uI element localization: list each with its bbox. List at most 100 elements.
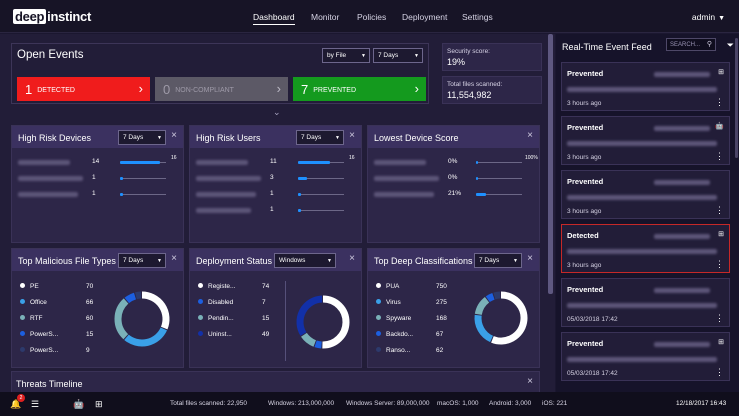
- more-options-icon[interactable]: ⋮: [715, 367, 724, 377]
- close-icon[interactable]: ×: [527, 253, 533, 264]
- bar-fill: [476, 193, 486, 196]
- close-icon[interactable]: ×: [349, 130, 355, 141]
- legend-item[interactable]: RTF: [20, 315, 43, 322]
- redacted-host: [654, 234, 710, 239]
- bar-track: [298, 178, 344, 179]
- user-menu[interactable]: admin ▼: [691, 12, 725, 22]
- deployment-status-card: Deployment Status Windows ▼ × Registe... 7…: [189, 248, 362, 368]
- donut-slice[interactable]: [485, 292, 495, 303]
- donut-slice[interactable]: [314, 340, 322, 349]
- bar-track: [476, 194, 522, 195]
- donut-slice[interactable]: [124, 327, 168, 347]
- open-events-days-select[interactable]: 7 Days ▼: [373, 48, 423, 63]
- donut-slice[interactable]: [491, 291, 528, 345]
- detected-box[interactable]: 1 DETECTED ›: [17, 77, 150, 101]
- menu-icon[interactable]: ☰: [31, 399, 40, 409]
- close-icon[interactable]: ×: [349, 253, 355, 264]
- event-type: Prevented: [567, 285, 604, 294]
- legend-dot: [376, 283, 381, 288]
- nav-dashboard[interactable]: Dashboard: [253, 12, 295, 25]
- donut-slice[interactable]: [322, 295, 350, 349]
- event-card[interactable]: Detected ⊞ 3 hours ago ⋮: [561, 224, 730, 273]
- more-options-icon[interactable]: ⋮: [715, 313, 724, 323]
- close-icon[interactable]: ×: [527, 376, 533, 387]
- nav-policies[interactable]: Policies: [357, 12, 387, 22]
- event-type: Prevented: [567, 177, 604, 186]
- legend-item[interactable]: Disabled: [198, 299, 233, 306]
- more-options-icon[interactable]: ⋮: [715, 97, 724, 107]
- donut-slice[interactable]: [296, 295, 323, 336]
- legend-dot: [20, 315, 25, 320]
- legend-label: Backdo...: [386, 331, 414, 338]
- nav-deployment[interactable]: Deployment: [402, 12, 448, 22]
- expand-chevron-icon[interactable]: ⌄: [273, 107, 281, 117]
- legend-item[interactable]: Spyware: [376, 315, 411, 322]
- bell-icon[interactable]: 🔔: [10, 399, 22, 409]
- legend-item[interactable]: PUA: [376, 283, 399, 290]
- event-card[interactable]: Prevented ⊞ 05/03/2018 17:42 ⋮: [561, 332, 730, 381]
- close-icon[interactable]: ×: [527, 130, 533, 141]
- card-title: Top Deep Classifications: [374, 256, 473, 266]
- donut-slice[interactable]: [135, 291, 142, 300]
- feed-search-input[interactable]: SEARCH... ⚲: [666, 38, 716, 51]
- more-options-icon[interactable]: ⋮: [715, 151, 724, 161]
- legend-item[interactable]: PowerS...: [20, 331, 58, 338]
- event-card[interactable]: Prevented 05/03/2018 17:42 ⋮: [561, 278, 730, 327]
- nav-settings[interactable]: Settings: [462, 12, 493, 22]
- more-options-icon[interactable]: ⋮: [715, 259, 724, 269]
- feed-scrollbar[interactable]: [735, 38, 738, 158]
- filter-icon[interactable]: ⏷: [726, 40, 734, 50]
- close-icon[interactable]: ×: [171, 130, 177, 141]
- close-icon[interactable]: ×: [171, 253, 177, 264]
- legend-item[interactable]: Uninst...: [198, 331, 232, 338]
- donut-slice[interactable]: [124, 292, 137, 304]
- event-card[interactable]: Prevented ⊞ 3 hours ago ⋮: [561, 62, 730, 111]
- open-events-group-select[interactable]: by File ▼: [322, 48, 370, 63]
- donut-slice[interactable]: [474, 314, 494, 343]
- donut-slice[interactable]: [474, 296, 490, 316]
- legend-label: PowerS...: [30, 331, 59, 338]
- platform-select[interactable]: Windows ▼: [274, 253, 336, 268]
- days-select[interactable]: 7 Days ▼: [296, 130, 344, 145]
- legend-item[interactable]: PowerS...: [20, 347, 58, 354]
- more-options-icon[interactable]: ⋮: [715, 205, 724, 215]
- legend-item[interactable]: Office: [20, 299, 47, 306]
- days-select[interactable]: 7 Days ▼: [118, 253, 166, 268]
- windows-server-stat: Windows Server: 89,000,000: [346, 400, 430, 407]
- legend-item[interactable]: Registe...: [198, 283, 235, 290]
- bar-track: [298, 194, 344, 195]
- threats-timeline-card: Threats Timeline ×: [11, 371, 540, 396]
- card-header: [368, 126, 539, 148]
- main-scrollbar[interactable]: [548, 34, 553, 294]
- bar-fill: [120, 177, 123, 180]
- legend-value: 15: [86, 331, 94, 338]
- legend-item[interactable]: Ranso...: [376, 347, 410, 354]
- event-card[interactable]: Prevented 3 hours ago ⋮: [561, 170, 730, 219]
- deep-instinct-logo[interactable]: deep instinct: [13, 9, 91, 24]
- prevented-box[interactable]: 7 PREVENTED ›: [293, 77, 426, 101]
- row-value: 1: [270, 190, 274, 197]
- android-icon[interactable]: 🤖: [73, 399, 85, 409]
- legend-item[interactable]: PE: [20, 283, 39, 290]
- bar-track: [120, 194, 166, 195]
- donut-slice[interactable]: [141, 291, 170, 330]
- non-compliant-box[interactable]: 0 NON-COMPLIANT ›: [155, 77, 288, 101]
- event-time: 3 hours ago: [567, 208, 602, 215]
- card-title: Deployment Status: [196, 256, 273, 266]
- chevron-down-icon: ▼: [157, 258, 162, 264]
- days-select[interactable]: 7 Days ▼: [118, 130, 166, 145]
- legend-item[interactable]: Virus: [376, 299, 401, 306]
- donut-slice[interactable]: [493, 291, 501, 300]
- redacted-name: [374, 160, 426, 165]
- legend-dot: [376, 299, 381, 304]
- windows-icon[interactable]: ⊞: [95, 399, 103, 409]
- legend-item[interactable]: Pendin...: [198, 315, 234, 322]
- legend-item[interactable]: Backdo...: [376, 331, 413, 338]
- donut-slice[interactable]: [114, 298, 129, 340]
- event-card[interactable]: Prevented 🤖 3 hours ago ⋮: [561, 116, 730, 165]
- nav-monitor[interactable]: Monitor: [311, 12, 340, 22]
- bar-track: [476, 162, 522, 163]
- donut-slice[interactable]: [301, 332, 317, 347]
- legend-label: Disabled: [208, 299, 234, 306]
- days-select[interactable]: 7 Days ▼: [474, 253, 522, 268]
